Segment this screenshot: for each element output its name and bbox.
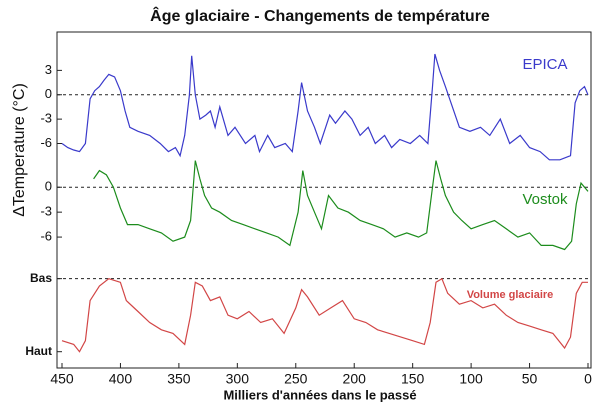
x-tick-label: 400 — [109, 371, 133, 387]
plot-frame — [56, 31, 592, 369]
x-tick-label: 100 — [459, 371, 483, 387]
series-label: EPICA — [522, 56, 567, 73]
x-axis-label: Milliers d'années dans le passé — [223, 387, 416, 402]
series-line — [93, 160, 589, 251]
x-tick-label: 200 — [343, 371, 367, 387]
y-tick-label: -6 — [40, 229, 52, 244]
y-tick-label: 0 — [45, 179, 52, 194]
chart-title: Âge glaciaire - Changements de températu… — [150, 6, 490, 25]
x-tick-label: 250 — [284, 371, 308, 387]
y-tick-label: 0 — [45, 86, 52, 101]
x-tick-label: 300 — [226, 371, 250, 387]
y-tick-label: -3 — [40, 111, 52, 126]
y-tick-label: Bas — [30, 271, 52, 285]
x-tick-label: 450 — [50, 371, 74, 387]
y-axis-label: ΔTemperature (°C) — [11, 83, 28, 217]
y-tick-label: -6 — [40, 135, 52, 150]
series-line — [61, 53, 589, 161]
x-tick-label: 0 — [584, 371, 592, 387]
y-tick-label: 3 — [45, 62, 52, 77]
x-tick-label: 50 — [522, 371, 538, 387]
series-label: Volume glaciaire — [467, 289, 554, 301]
y-tick-label: -3 — [40, 204, 52, 219]
y-tick-label: Haut — [25, 344, 52, 358]
x-tick-label: 350 — [167, 371, 191, 387]
x-tick-label: 150 — [401, 371, 425, 387]
series-label: Vostok — [522, 191, 568, 208]
series-line — [61, 277, 588, 353]
